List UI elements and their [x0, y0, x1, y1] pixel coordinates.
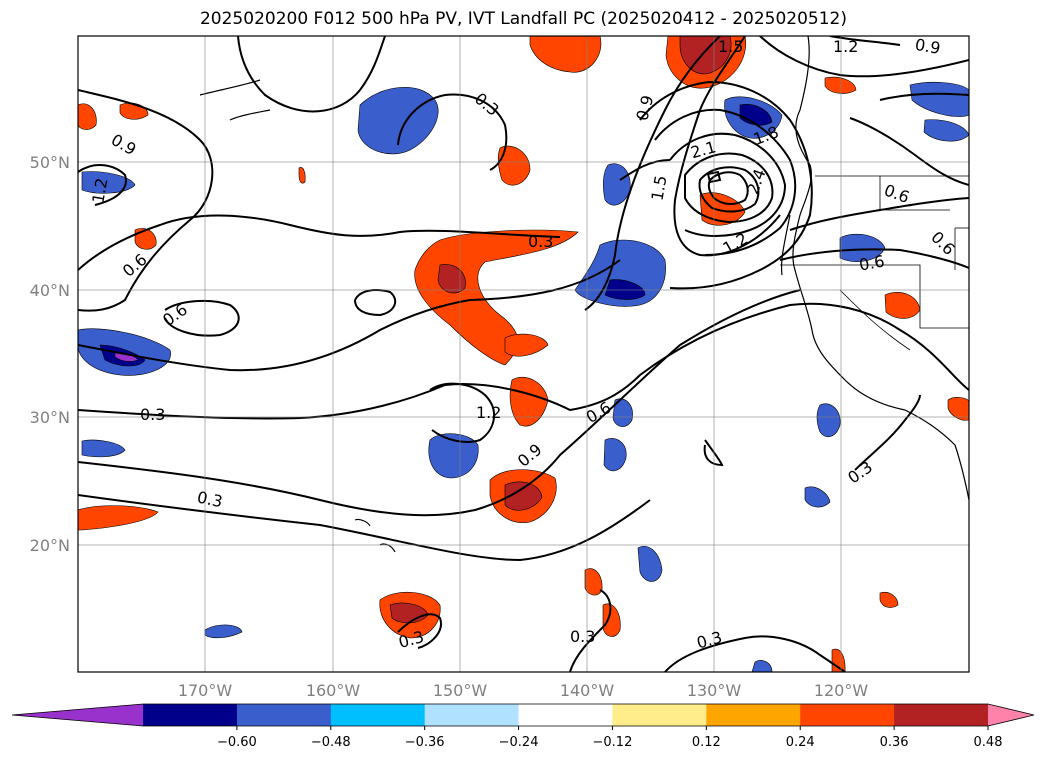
colorbar-tick-label: 0.24 [786, 735, 815, 750]
pv-positive-blob [78, 505, 159, 531]
colorbar-tick-label: 0.48 [974, 735, 1003, 750]
colorbar-segment [143, 704, 238, 726]
contour-label-1.2: 1.2 [833, 37, 858, 56]
lat-label-50n: 50°N [30, 153, 70, 172]
plot-frame [77, 35, 970, 673]
contour-label-1.5: 1.5 [718, 37, 743, 56]
colorbar-extend-high [988, 704, 1034, 726]
contour-label-1.5: 1.5 [647, 174, 670, 202]
colorbar-segment [706, 704, 801, 726]
pv-positive-blob [414, 229, 579, 366]
pv-contours [78, 36, 969, 672]
colorbar-segment [800, 704, 895, 726]
colorbar-tick-label: 0.12 [692, 735, 721, 750]
colorbar-tick-label: −0.12 [593, 735, 633, 750]
colorbar-tick-label: −0.24 [499, 735, 539, 750]
contour-label-0.3: 0.3 [570, 627, 595, 646]
lon-label-120w: 120°W [814, 681, 869, 700]
contour-label-0.3: 0.3 [195, 487, 224, 511]
pv-negative-blob [81, 439, 126, 458]
contour-label-0.3: 0.3 [140, 405, 165, 424]
pv-positive-blob [602, 603, 621, 637]
pv-negative-blob [428, 433, 479, 479]
colorbar-segment [612, 704, 707, 726]
lat-label-20n: 20°N [30, 536, 70, 555]
pv-negative-blob [804, 486, 831, 508]
pv-positive-blob [947, 397, 969, 421]
pv-positive-blob [529, 36, 602, 73]
contour-label-1.2: 1.2 [476, 403, 501, 422]
pv-positive-blob [699, 192, 746, 226]
pv-negative-blob [603, 163, 631, 206]
lat-label-30n: 30°N [30, 408, 70, 427]
contour-label-1.2: 1.2 [88, 176, 111, 204]
colorbar-tick-label: −0.36 [405, 735, 445, 750]
pv-positive-blob [78, 103, 97, 130]
contour-label-0.6: 0.6 [858, 251, 886, 274]
pv-negative-blob [357, 87, 439, 155]
pv-positive-blob [879, 591, 899, 608]
pv-negative-blob [612, 398, 633, 427]
colorbar-segment [518, 704, 613, 726]
colorbar-outline [11, 703, 1035, 727]
colorbar: −0.60 −0.48 −0.36 −0.24 −0.12 0.12 0.24 0.36 0.4… [11, 703, 1035, 750]
lon-label-140w: 140°W [560, 681, 615, 700]
lon-label-160w: 160°W [306, 681, 361, 700]
pv-negative-blob [637, 546, 663, 582]
pv-positive-blob [437, 264, 466, 294]
pv-negative-blob [839, 233, 886, 262]
colorbar-segment [236, 704, 332, 726]
coastlines [199, 36, 969, 553]
map-title: 2025020200 F012 500 hPa PV, IVT Landfall… [199, 9, 847, 29]
pv-negative-blob [751, 660, 773, 672]
pv-positive-blob [504, 481, 543, 511]
colorbar-tick-label: 0.36 [880, 735, 909, 750]
longitude-labels: 170°W 160°W 150°W 140°W 130°W 120°W [178, 681, 869, 700]
colorbar-segment [330, 704, 426, 726]
lon-label-150w: 150°W [433, 681, 488, 700]
latitude-labels: 50°N 40°N 30°N 20°N [30, 153, 70, 555]
pv-positive-blob [298, 167, 306, 184]
pv-negative-blob [81, 171, 136, 194]
lat-label-40n: 40°N [30, 281, 70, 300]
colorbar-tick-label: −0.60 [217, 735, 257, 750]
colorbar-tick-label: −0.48 [311, 735, 351, 750]
lon-label-170w: 170°W [178, 681, 233, 700]
colorbar-extend-low [12, 704, 143, 726]
colorbar-segment [894, 704, 989, 726]
pv-negative-blob [204, 624, 243, 639]
pv-positive-blob [509, 376, 549, 427]
pv-negative-blob [603, 438, 627, 472]
gridlines [78, 36, 969, 672]
lon-label-130w: 130°W [687, 681, 742, 700]
pv-negative-blob [909, 81, 969, 117]
contour-label-0.9: 0.9 [914, 35, 942, 58]
pv-positive-blob [504, 333, 549, 357]
contour-label-0.3: 0.3 [528, 232, 553, 251]
colorbar-segment [424, 704, 520, 726]
pv-positive-blob [134, 228, 157, 250]
